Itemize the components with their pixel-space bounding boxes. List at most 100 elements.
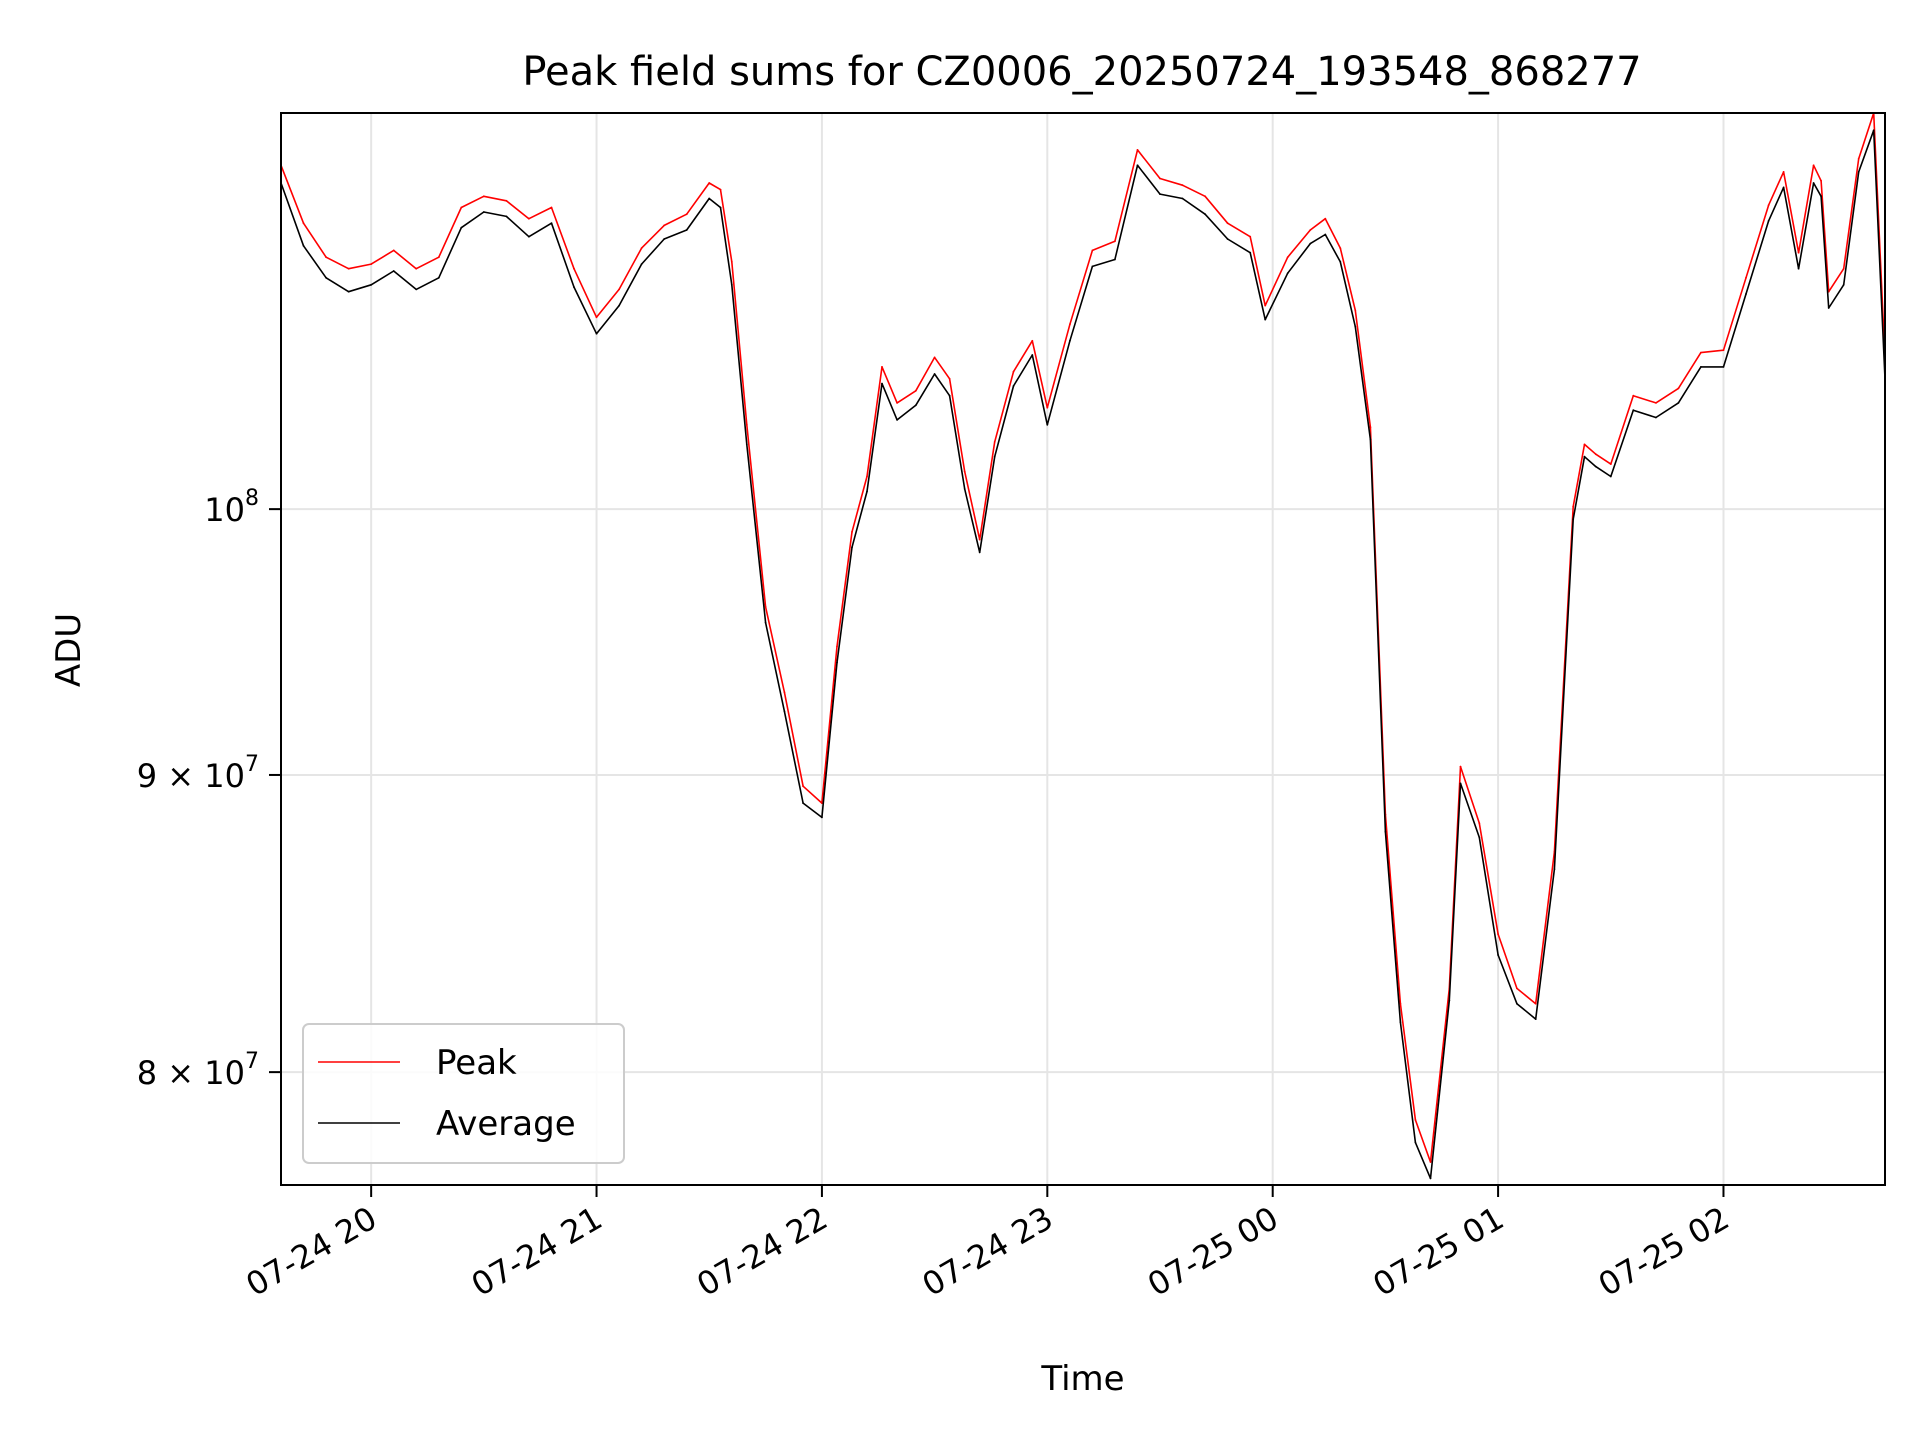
data-point-average xyxy=(1700,366,1702,368)
data-point-average xyxy=(1632,409,1635,412)
data-point-peak xyxy=(963,470,966,473)
data-point-peak xyxy=(993,441,996,443)
data-point-peak xyxy=(347,267,350,270)
data-point-average xyxy=(437,276,440,279)
data-point-peak xyxy=(1632,394,1635,397)
data-point-peak xyxy=(1820,179,1822,182)
data-point-peak xyxy=(1399,1002,1402,1005)
data-point-average xyxy=(685,229,688,231)
data-point-average xyxy=(1812,182,1815,184)
data-point-peak xyxy=(1339,247,1342,250)
series-line-peak xyxy=(280,112,1886,1163)
data-point-peak xyxy=(914,389,917,392)
data-point-average xyxy=(1857,171,1860,173)
data-point-average xyxy=(1572,518,1575,521)
data-point-peak xyxy=(460,206,463,209)
data-point-average xyxy=(1459,782,1462,785)
y-axis: 8 × 107 9 × 107 108 xyxy=(137,486,281,1092)
data-point-peak xyxy=(1478,822,1481,824)
data-point-average xyxy=(1369,438,1372,441)
data-point-average xyxy=(482,211,485,213)
data-point-peak xyxy=(618,288,620,291)
data-point-peak xyxy=(1722,349,1725,352)
data-point-peak xyxy=(370,263,373,265)
grid-lines xyxy=(281,113,1885,1185)
data-point-peak xyxy=(1677,387,1680,390)
data-point-average xyxy=(1069,339,1071,342)
data-point-average xyxy=(896,419,898,421)
data-point-peak xyxy=(1609,463,1612,465)
data-point-average xyxy=(302,244,305,247)
data-point-average xyxy=(1309,242,1312,245)
data-point-average xyxy=(1264,318,1267,321)
data-point-average xyxy=(573,286,575,288)
data-point-average xyxy=(1478,836,1481,839)
data-point-average xyxy=(1872,129,1875,132)
data-point-peak xyxy=(1429,1161,1432,1163)
data-point-average xyxy=(719,206,722,209)
data-point-peak xyxy=(836,645,838,648)
data-point-average xyxy=(730,283,733,286)
data-point-peak xyxy=(685,213,688,216)
data-point-average xyxy=(745,443,748,446)
data-point-average xyxy=(881,382,883,385)
data-point-average xyxy=(821,816,823,819)
data-point-peak xyxy=(783,691,786,694)
data-point-average xyxy=(1655,416,1657,419)
data-point-average xyxy=(1159,193,1161,196)
data-point-average xyxy=(1497,954,1499,956)
data-point-peak xyxy=(1369,426,1372,429)
data-point-peak xyxy=(1286,256,1289,259)
data-point-peak xyxy=(1797,251,1800,254)
legend-label-average: Average xyxy=(436,1104,576,1144)
data-point-average xyxy=(1324,233,1327,236)
data-point-average xyxy=(1820,195,1822,198)
data-point-peak xyxy=(505,199,508,202)
data-point-peak xyxy=(1655,402,1657,404)
data-point-average xyxy=(1031,354,1034,356)
plot-frame xyxy=(280,112,1886,1186)
data-point-peak xyxy=(1159,177,1161,180)
data-point-average xyxy=(836,661,838,664)
data-point-peak xyxy=(1046,406,1049,409)
data-point-average xyxy=(1384,830,1387,833)
data-point-peak xyxy=(302,222,305,225)
data-point-average xyxy=(415,288,418,291)
data-point-average xyxy=(933,373,936,375)
data-point-average xyxy=(1782,186,1785,189)
data-point-average xyxy=(914,404,917,407)
legend-label-peak: Peak xyxy=(436,1043,517,1083)
data-point-average xyxy=(347,290,350,293)
data-point-average xyxy=(1091,265,1094,268)
data-point-peak xyxy=(1745,276,1747,279)
data-point-peak xyxy=(415,267,418,270)
data-point-peak xyxy=(1204,195,1206,198)
data-point-average xyxy=(640,263,643,265)
data-point-peak xyxy=(1594,453,1597,456)
y-tick-label: 9 × 107 xyxy=(137,752,259,795)
data-point-average xyxy=(505,215,508,218)
data-point-peak xyxy=(1583,443,1586,446)
data-point-average xyxy=(1583,455,1586,458)
y-tick-label: 8 × 107 xyxy=(137,1049,259,1092)
data-point-average xyxy=(1354,325,1357,328)
data-point-average xyxy=(1114,258,1116,261)
data-point-peak xyxy=(1812,164,1815,167)
data-point-average xyxy=(1249,251,1252,254)
data-point-average xyxy=(550,222,553,225)
data-point-peak xyxy=(1136,149,1139,151)
data-point-average xyxy=(595,332,598,335)
data-point-peak xyxy=(719,188,722,191)
data-point-peak xyxy=(708,182,711,184)
data-point-peak xyxy=(1497,933,1499,935)
data-point-peak xyxy=(948,377,951,380)
data-point-average xyxy=(993,455,996,458)
data-point-average xyxy=(1414,1141,1417,1144)
data-point-average xyxy=(1012,385,1015,387)
data-point-peak xyxy=(1516,987,1518,990)
data-point-peak xyxy=(802,785,804,788)
data-point-average xyxy=(1534,1018,1537,1020)
data-point-peak xyxy=(881,366,883,368)
data-point-average xyxy=(866,490,868,493)
